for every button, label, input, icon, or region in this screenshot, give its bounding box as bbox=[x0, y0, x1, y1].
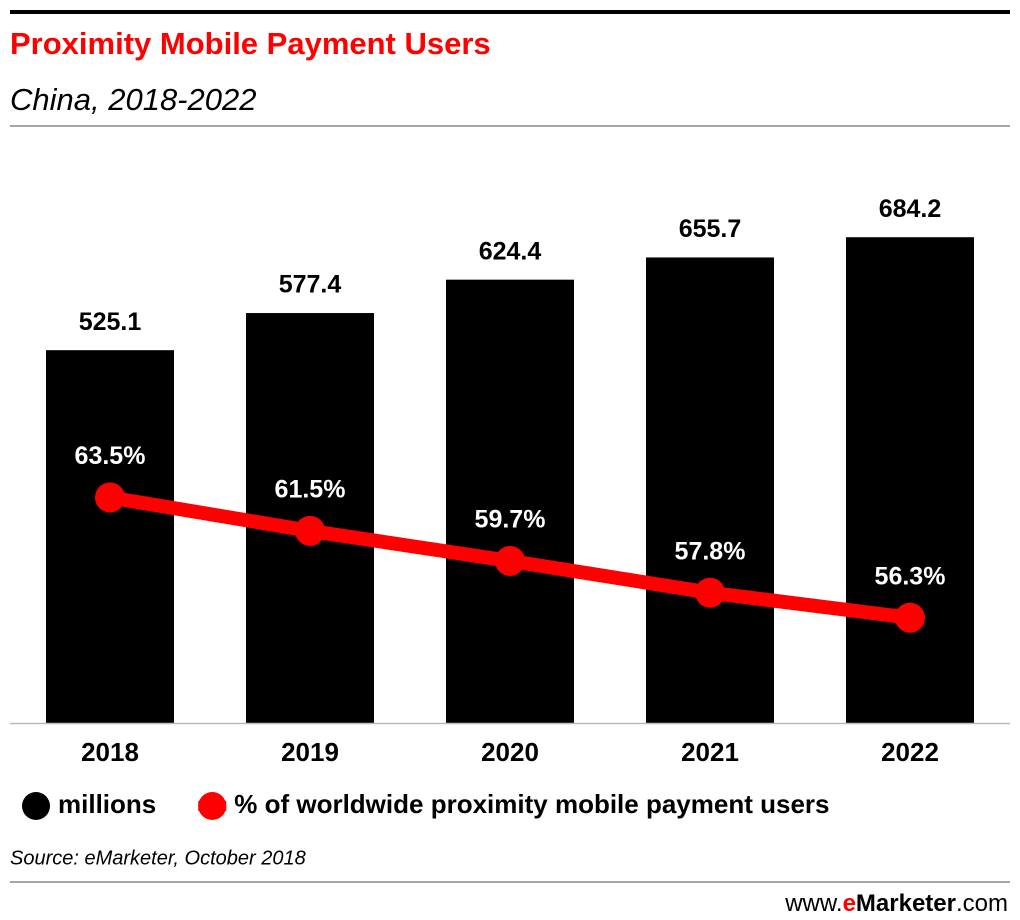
bar bbox=[446, 279, 574, 723]
x-tick-label: 2019 bbox=[281, 737, 339, 767]
logo-suffix: .com bbox=[956, 890, 1008, 917]
legend-label: % of worldwide proximity mobile payment … bbox=[234, 789, 829, 819]
chart-subtitle: China, 2018-2022 bbox=[10, 82, 256, 117]
x-tick-label: 2018 bbox=[81, 737, 139, 767]
line-marker bbox=[895, 602, 925, 633]
legend-swatch bbox=[22, 792, 50, 820]
x-tick-label: 2022 bbox=[881, 737, 939, 767]
top-rule bbox=[10, 10, 1010, 14]
legend: millions % of worldwide proximity mobile … bbox=[22, 789, 829, 820]
line-marker bbox=[95, 482, 125, 513]
logo: www.eMarketer.com bbox=[784, 890, 1008, 917]
line-marker bbox=[695, 577, 725, 608]
x-tick-label: 2020 bbox=[481, 737, 539, 767]
logo-e: e bbox=[843, 890, 856, 917]
x-tick-label: 2021 bbox=[681, 737, 739, 767]
line-value-label: 59.7% bbox=[475, 506, 546, 534]
line-value-label: 61.5% bbox=[275, 475, 346, 503]
line-value-label: 57.8% bbox=[675, 537, 746, 565]
line-value-label: 63.5% bbox=[75, 442, 146, 470]
legend-swatch bbox=[198, 792, 227, 820]
line-marker bbox=[495, 545, 525, 576]
source: Source: eMarketer, October 2018 bbox=[10, 847, 306, 869]
bar-value-label: 624.4 bbox=[479, 237, 542, 265]
bar-value-label: 655.7 bbox=[679, 215, 742, 243]
logo-brand: Marketer bbox=[856, 890, 956, 917]
chart-title: Proximity Mobile Payment Users bbox=[10, 26, 491, 61]
plot-area: 525.1 577.4 624.4 655.7 684.2 63.5% 61.5% 59.7%… bbox=[46, 195, 974, 723]
bar-value-label: 577.4 bbox=[279, 271, 342, 299]
bar bbox=[846, 237, 974, 723]
legend-label: millions bbox=[58, 789, 156, 819]
line-marker bbox=[295, 515, 325, 546]
line-value-label: 56.3% bbox=[875, 562, 946, 590]
bar bbox=[46, 350, 174, 723]
bar-value-label: 525.1 bbox=[79, 308, 142, 336]
bar bbox=[646, 257, 774, 723]
bar-value-label: 684.2 bbox=[879, 195, 942, 223]
logo-prefix: www. bbox=[784, 890, 842, 917]
